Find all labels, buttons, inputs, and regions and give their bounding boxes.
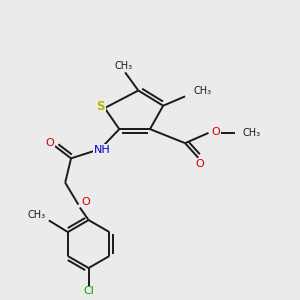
Text: CH₃: CH₃ <box>115 61 133 71</box>
Text: S: S <box>97 100 105 113</box>
Text: CH₃: CH₃ <box>193 86 212 96</box>
Text: O: O <box>212 127 220 137</box>
Text: O: O <box>45 138 54 148</box>
Text: CH₃: CH₃ <box>27 210 45 220</box>
Text: O: O <box>81 197 90 207</box>
Text: NH: NH <box>94 145 110 154</box>
Text: Cl: Cl <box>83 286 94 296</box>
Text: O: O <box>195 159 204 169</box>
Text: CH₃: CH₃ <box>242 128 260 138</box>
